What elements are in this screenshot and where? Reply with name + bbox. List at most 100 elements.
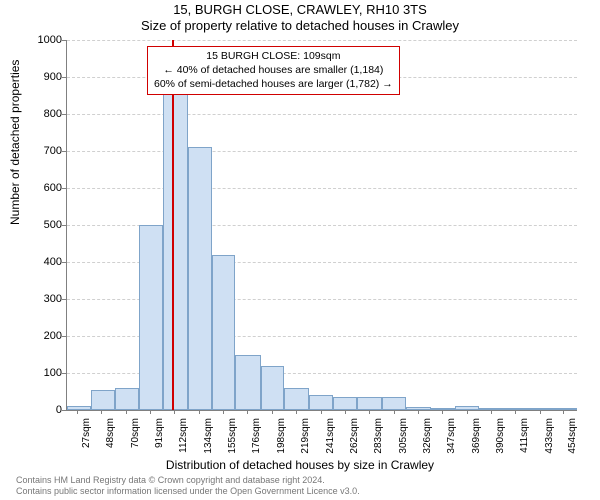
- x-tick-mark: [369, 410, 370, 414]
- attribution-text: Contains HM Land Registry data © Crown c…: [16, 475, 360, 496]
- y-tick-mark: [62, 188, 66, 189]
- x-tick-label: 326sqm: [422, 418, 433, 458]
- gridline: [67, 40, 577, 41]
- histogram-bar: [333, 397, 357, 410]
- x-axis-label: Distribution of detached houses by size …: [0, 458, 600, 472]
- x-tick-label: 305sqm: [398, 418, 409, 458]
- x-tick-mark: [247, 410, 248, 414]
- x-tick-label: 454sqm: [567, 418, 578, 458]
- y-tick-mark: [62, 151, 66, 152]
- y-tick-label: 200: [34, 330, 62, 342]
- y-tick-mark: [62, 77, 66, 78]
- x-tick-label: 433sqm: [544, 418, 555, 458]
- x-tick-label: 198sqm: [276, 418, 287, 458]
- chart-title-address: 15, BURGH CLOSE, CRAWLEY, RH10 3TS: [0, 2, 600, 17]
- x-tick-mark: [223, 410, 224, 414]
- histogram-bar: [309, 395, 333, 410]
- y-axis-label: Number of detached properties: [8, 60, 22, 225]
- x-tick-mark: [101, 410, 102, 414]
- y-tick-label: 300: [34, 293, 62, 305]
- y-tick-label: 900: [34, 71, 62, 83]
- histogram-bar: [235, 355, 260, 411]
- x-tick-label: 283sqm: [373, 418, 384, 458]
- x-tick-mark: [467, 410, 468, 414]
- x-tick-label: 219sqm: [300, 418, 311, 458]
- histogram-bar: [91, 390, 115, 410]
- x-tick-label: 48sqm: [105, 418, 116, 458]
- y-tick-mark: [62, 373, 66, 374]
- attribution-line-1: Contains HM Land Registry data © Crown c…: [16, 475, 360, 485]
- histogram-bar: [212, 255, 236, 410]
- x-tick-label: 134sqm: [203, 418, 214, 458]
- y-tick-mark: [62, 40, 66, 41]
- x-tick-label: 262sqm: [349, 418, 360, 458]
- x-tick-label: 155sqm: [227, 418, 238, 458]
- x-tick-mark: [272, 410, 273, 414]
- y-tick-label: 400: [34, 256, 62, 268]
- x-tick-label: 27sqm: [81, 418, 92, 458]
- x-tick-mark: [77, 410, 78, 414]
- histogram-bar: [188, 147, 212, 410]
- histogram-bar: [139, 225, 163, 410]
- x-tick-mark: [345, 410, 346, 414]
- annotation-line-3: 60% of semi-detached houses are larger (…: [154, 77, 393, 91]
- y-tick-label: 0: [34, 404, 62, 416]
- histogram-bar: [504, 408, 528, 410]
- gridline: [67, 114, 577, 115]
- x-tick-label: 176sqm: [251, 418, 262, 458]
- x-tick-mark: [418, 410, 419, 414]
- x-tick-label: 70sqm: [130, 418, 141, 458]
- y-tick-mark: [62, 225, 66, 226]
- histogram-bar: [406, 407, 431, 410]
- x-tick-mark: [394, 410, 395, 414]
- x-tick-label: 390sqm: [495, 418, 506, 458]
- histogram-bar: [115, 388, 139, 410]
- histogram-bar: [284, 388, 309, 410]
- x-tick-label: 91sqm: [154, 418, 165, 458]
- x-tick-label: 241sqm: [325, 418, 336, 458]
- chart-title-description: Size of property relative to detached ho…: [0, 18, 600, 33]
- annotation-line-2: ← 40% of detached houses are smaller (1,…: [154, 63, 393, 77]
- y-tick-mark: [62, 114, 66, 115]
- histogram-bar: [552, 408, 577, 410]
- x-tick-label: 411sqm: [519, 418, 530, 458]
- x-tick-label: 112sqm: [178, 418, 189, 458]
- x-tick-mark: [150, 410, 151, 414]
- y-tick-label: 1000: [34, 34, 62, 46]
- y-tick-mark: [62, 299, 66, 300]
- x-tick-mark: [174, 410, 175, 414]
- x-tick-mark: [515, 410, 516, 414]
- y-tick-label: 600: [34, 182, 62, 194]
- gridline: [67, 188, 577, 189]
- y-tick-label: 800: [34, 108, 62, 120]
- histogram-bar: [357, 397, 382, 410]
- property-annotation-box: 15 BURGH CLOSE: 109sqm← 40% of detached …: [147, 46, 400, 95]
- histogram-bar: [431, 408, 455, 410]
- x-tick-mark: [563, 410, 564, 414]
- x-tick-mark: [491, 410, 492, 414]
- gridline: [67, 151, 577, 152]
- x-tick-label: 369sqm: [471, 418, 482, 458]
- histogram-plot-area: 15 BURGH CLOSE: 109sqm← 40% of detached …: [66, 40, 577, 411]
- y-tick-label: 500: [34, 219, 62, 231]
- x-tick-mark: [540, 410, 541, 414]
- x-tick-mark: [199, 410, 200, 414]
- histogram-bar: [382, 397, 406, 410]
- y-tick-mark: [62, 262, 66, 263]
- histogram-bar: [163, 84, 188, 410]
- x-tick-mark: [126, 410, 127, 414]
- x-tick-mark: [321, 410, 322, 414]
- y-tick-mark: [62, 410, 66, 411]
- histogram-bar: [67, 406, 91, 410]
- histogram-bar: [479, 408, 504, 410]
- property-marker-line: [172, 40, 174, 410]
- annotation-line-1: 15 BURGH CLOSE: 109sqm: [154, 49, 393, 63]
- x-tick-mark: [442, 410, 443, 414]
- y-tick-label: 100: [34, 367, 62, 379]
- y-tick-label: 700: [34, 145, 62, 157]
- x-tick-label: 347sqm: [446, 418, 457, 458]
- y-tick-mark: [62, 336, 66, 337]
- x-tick-mark: [296, 410, 297, 414]
- attribution-line-2: Contains public sector information licen…: [16, 486, 360, 496]
- histogram-bar: [261, 366, 285, 410]
